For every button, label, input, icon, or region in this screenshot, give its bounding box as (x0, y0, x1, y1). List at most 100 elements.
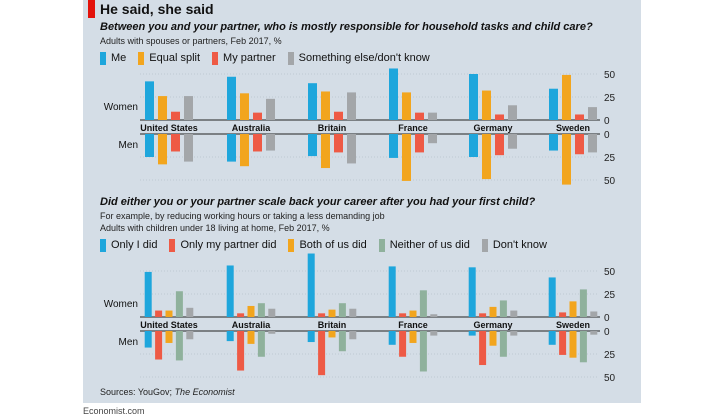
bar-women-france-neither-of-us-did (419, 290, 427, 317)
bar-women-united-states-me (145, 81, 154, 120)
legend-swatch (481, 238, 488, 252)
legend-1: Me Equal split My partner Something else… (100, 50, 442, 66)
row-label-men: Men (119, 140, 138, 151)
bar-men-australia-both-of-us-did (247, 331, 255, 344)
bar-men-australia-me (227, 134, 236, 162)
category-label-france: France (398, 320, 428, 330)
bar-women-sweden-me (549, 88, 558, 120)
bar-men-germany-something-else-don-t-know (508, 134, 517, 149)
bar-women-germany-my-partner (495, 114, 504, 120)
bar-men-britain-equal-split (321, 134, 330, 169)
bar-women-united-states-don-t-know (186, 307, 194, 317)
legend-item: Don't know (481, 238, 547, 252)
row-label-women: Women (104, 102, 138, 113)
bar-men-sweden-only-i-did (548, 331, 556, 345)
y-tick-label: 0 (604, 313, 610, 324)
source-publication: The Economist (174, 387, 235, 397)
bar-women-australia-equal-split (240, 93, 249, 120)
bar-men-united-states-don-t-know (186, 331, 194, 340)
bar-women-britain-both-of-us-did (328, 309, 336, 317)
bar-women-australia-only-i-did (226, 265, 234, 317)
bar-men-united-states-only-i-did (144, 331, 152, 348)
bar-women-united-states-only-i-did (144, 271, 152, 317)
bar-women-france-something-else-don-t-know (428, 112, 437, 120)
bar-men-germany-both-of-us-did (489, 331, 497, 346)
row-label-women: Women (104, 299, 138, 310)
y-tick-label: 50 (604, 267, 616, 278)
category-label-britain: Britain (318, 123, 347, 133)
bar-women-britain-me (308, 83, 317, 120)
bar-men-australia-neither-of-us-did (257, 331, 265, 357)
bar-men-britain-me (308, 134, 317, 157)
bar-men-france-equal-split (402, 134, 411, 181)
bar-women-sweden-my-partner (575, 114, 584, 120)
bar-men-sweden-only-my-partner-did (559, 331, 567, 355)
y-tick-label: 0 (604, 130, 610, 141)
bar-women-germany-only-i-did (468, 267, 476, 317)
legend-swatch (100, 51, 106, 65)
y-tick-label: 0 (604, 116, 610, 127)
bar-women-france-only-my-partner-did (399, 313, 407, 317)
bar-men-france-only-i-did (388, 331, 396, 345)
bar-women-sweden-don-t-know (590, 311, 598, 317)
bar-men-france-something-else-don-t-know (428, 134, 437, 144)
bar-women-germany-something-else-don-t-know (508, 105, 517, 120)
y-tick-label: 0 (604, 327, 610, 338)
brand-footer: Economist.com (83, 406, 145, 416)
legend-label: Don't know (492, 239, 547, 251)
bar-women-australia-something-else-don-t-know (266, 98, 275, 120)
legend-swatch (100, 238, 106, 252)
bar-men-sweden-me (549, 134, 558, 151)
legend-label: Both of us did (299, 239, 367, 251)
bar-men-sweden-my-partner (575, 134, 584, 155)
legend-item: Me (100, 51, 126, 65)
red-accent-bar (88, 0, 95, 18)
question-1: Between you and your partner, who is mos… (100, 21, 593, 33)
bar-men-britain-both-of-us-did (328, 331, 336, 338)
category-label-britain: Britain (318, 320, 347, 330)
bar-women-australia-only-my-partner-did (237, 313, 245, 317)
bar-men-britain-only-i-did (307, 331, 315, 343)
category-label-germany: Germany (473, 123, 512, 133)
bar-men-sweden-neither-of-us-did (579, 331, 587, 363)
y-tick-label: 25 (604, 290, 616, 301)
bar-men-united-states-something-else-don-t-know (184, 134, 193, 162)
bar-men-australia-equal-split (240, 134, 249, 167)
category-label-australia: Australia (232, 320, 272, 330)
category-label-sweden: Sweden (556, 320, 590, 330)
bar-men-united-states-equal-split (158, 134, 167, 165)
bar-women-britain-neither-of-us-did (338, 303, 346, 317)
legend-swatch (288, 238, 295, 252)
bar-women-united-states-neither-of-us-did (175, 291, 183, 317)
legend-item: Only I did (100, 238, 158, 252)
legend-swatch (138, 51, 145, 65)
bar-men-united-states-both-of-us-did (165, 331, 173, 343)
y-tick-label: 25 (604, 350, 616, 361)
bar-men-germany-equal-split (482, 134, 491, 180)
bar-men-australia-don-t-know (268, 331, 276, 334)
bar-men-sweden-equal-split (562, 134, 571, 185)
subtitle-2b: Adults with children under 18 living at … (100, 223, 330, 233)
bar-women-sweden-something-else-don-t-know (588, 107, 597, 120)
bar-men-germany-only-i-did (468, 331, 476, 336)
question-2: Did either you or your partner scale bac… (100, 196, 536, 208)
y-tick-label: 25 (604, 93, 616, 104)
legend-label: Only I did (111, 239, 158, 251)
legend-label: Something else/don't know (298, 52, 430, 64)
bar-women-france-equal-split (402, 92, 411, 120)
bar-women-sweden-both-of-us-did (569, 301, 577, 317)
bar-men-france-only-my-partner-did (399, 331, 407, 357)
legend-item: Neither of us did (378, 238, 470, 252)
bar-women-britain-don-t-know (349, 308, 357, 317)
y-tick-label: 50 (604, 373, 616, 384)
bar-women-france-both-of-us-did (409, 310, 417, 317)
bar-women-germany-both-of-us-did (489, 306, 497, 317)
bar-men-france-don-t-know (430, 331, 438, 336)
bar-men-britain-neither-of-us-did (338, 331, 346, 352)
bar-men-france-my-partner (415, 134, 424, 153)
bar-women-australia-me (227, 76, 236, 120)
legend-label: Neither of us did (389, 239, 470, 251)
legend-label: My partner (223, 52, 276, 64)
bar-men-britain-my-partner (334, 134, 343, 153)
bar-women-britain-something-else-don-t-know (347, 92, 356, 120)
